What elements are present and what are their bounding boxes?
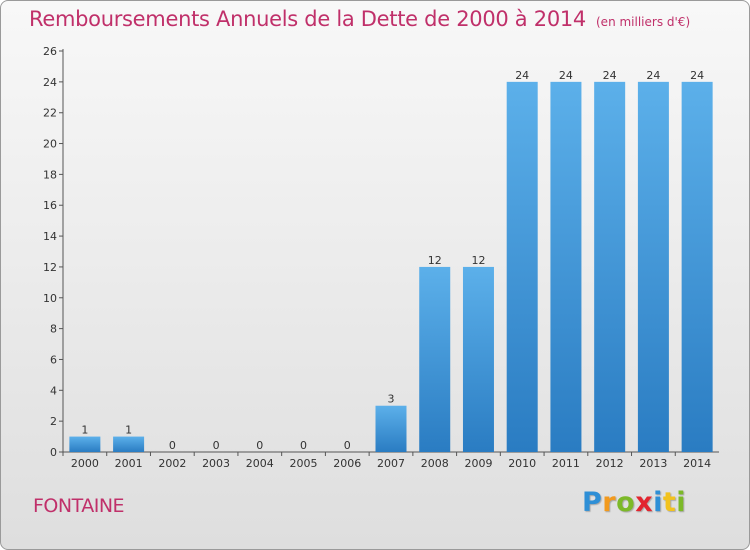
chart-title-text: Remboursements Annuels de la Dette de 20… bbox=[29, 7, 586, 31]
bar-value-label: 24 bbox=[690, 69, 704, 82]
data-labels: 1 1 0 0 0 0 0 3 12 12 24 24 24 24 24 bbox=[81, 69, 704, 452]
bar-value-label: 1 bbox=[81, 424, 88, 437]
y-tick-label: 10 bbox=[43, 292, 57, 305]
y-tick-label: 0 bbox=[50, 446, 57, 459]
x-tick-label: 2014 bbox=[683, 457, 711, 470]
y-tick-label: 2 bbox=[50, 415, 57, 428]
bar-value-label: 0 bbox=[213, 439, 220, 452]
y-tick-label: 6 bbox=[50, 353, 57, 366]
bar-value-label: 12 bbox=[471, 254, 485, 267]
y-tick-label: 16 bbox=[43, 199, 57, 212]
bar bbox=[419, 266, 451, 452]
x-tick-label: 2013 bbox=[639, 457, 667, 470]
bar bbox=[637, 81, 669, 452]
chart-subtitle: (en milliers d'€) bbox=[596, 15, 691, 29]
x-axis: 2000 2001 2002 2003 2004 2005 2006 2007 2008 2009… bbox=[62, 451, 719, 470]
bar bbox=[375, 405, 407, 452]
x-tick-label: 2003 bbox=[202, 457, 230, 470]
x-tick-label: 2008 bbox=[421, 457, 449, 470]
x-tick-label: 2005 bbox=[290, 457, 318, 470]
bar-value-label: 12 bbox=[428, 254, 442, 267]
bar-value-label: 1 bbox=[125, 424, 132, 437]
y-tick-label: 8 bbox=[50, 323, 57, 336]
bar bbox=[462, 266, 494, 452]
bar-value-label: 0 bbox=[169, 439, 176, 452]
x-tick-label: 2001 bbox=[115, 457, 143, 470]
bar-value-label: 3 bbox=[388, 393, 395, 406]
bar-value-label: 24 bbox=[603, 69, 617, 82]
x-tick-label: 2007 bbox=[377, 457, 405, 470]
x-tick-label: 2012 bbox=[596, 457, 624, 470]
x-tick-label: 2011 bbox=[552, 457, 580, 470]
bar-value-label: 24 bbox=[646, 69, 660, 82]
bar-value-label: 24 bbox=[515, 69, 529, 82]
y-tick-label: 24 bbox=[43, 76, 57, 89]
y-tick-label: 18 bbox=[43, 168, 57, 181]
bar-value-label: 0 bbox=[256, 439, 263, 452]
bar bbox=[681, 81, 713, 452]
bar-value-label: 0 bbox=[300, 439, 307, 452]
x-tick-label: 2006 bbox=[333, 457, 361, 470]
bar bbox=[113, 436, 145, 452]
bar bbox=[506, 81, 538, 452]
y-tick-label: 4 bbox=[50, 384, 57, 397]
bar bbox=[550, 81, 582, 452]
x-tick-label: 2000 bbox=[71, 457, 99, 470]
y-tick-label: 26 bbox=[43, 45, 57, 58]
y-tick-label: 20 bbox=[43, 138, 57, 151]
y-tick-label: 12 bbox=[43, 261, 57, 274]
commune-name: FONTAINE bbox=[33, 495, 125, 517]
x-tick-label: 2010 bbox=[508, 457, 536, 470]
proxiti-logo[interactable]: Proxiti bbox=[582, 487, 687, 518]
bar bbox=[594, 81, 626, 452]
bar-value-label: 24 bbox=[559, 69, 573, 82]
x-tick-label: 2002 bbox=[158, 457, 186, 470]
y-tick-label: 14 bbox=[43, 230, 57, 243]
x-tick-label: 2009 bbox=[464, 457, 492, 470]
x-tick-label: 2004 bbox=[246, 457, 274, 470]
chart-title: Remboursements Annuels de la Dette de 20… bbox=[29, 7, 690, 31]
bar-value-label: 0 bbox=[344, 439, 351, 452]
bar-series bbox=[69, 81, 713, 452]
y-tick-label: 22 bbox=[43, 107, 57, 120]
bar bbox=[69, 436, 101, 452]
